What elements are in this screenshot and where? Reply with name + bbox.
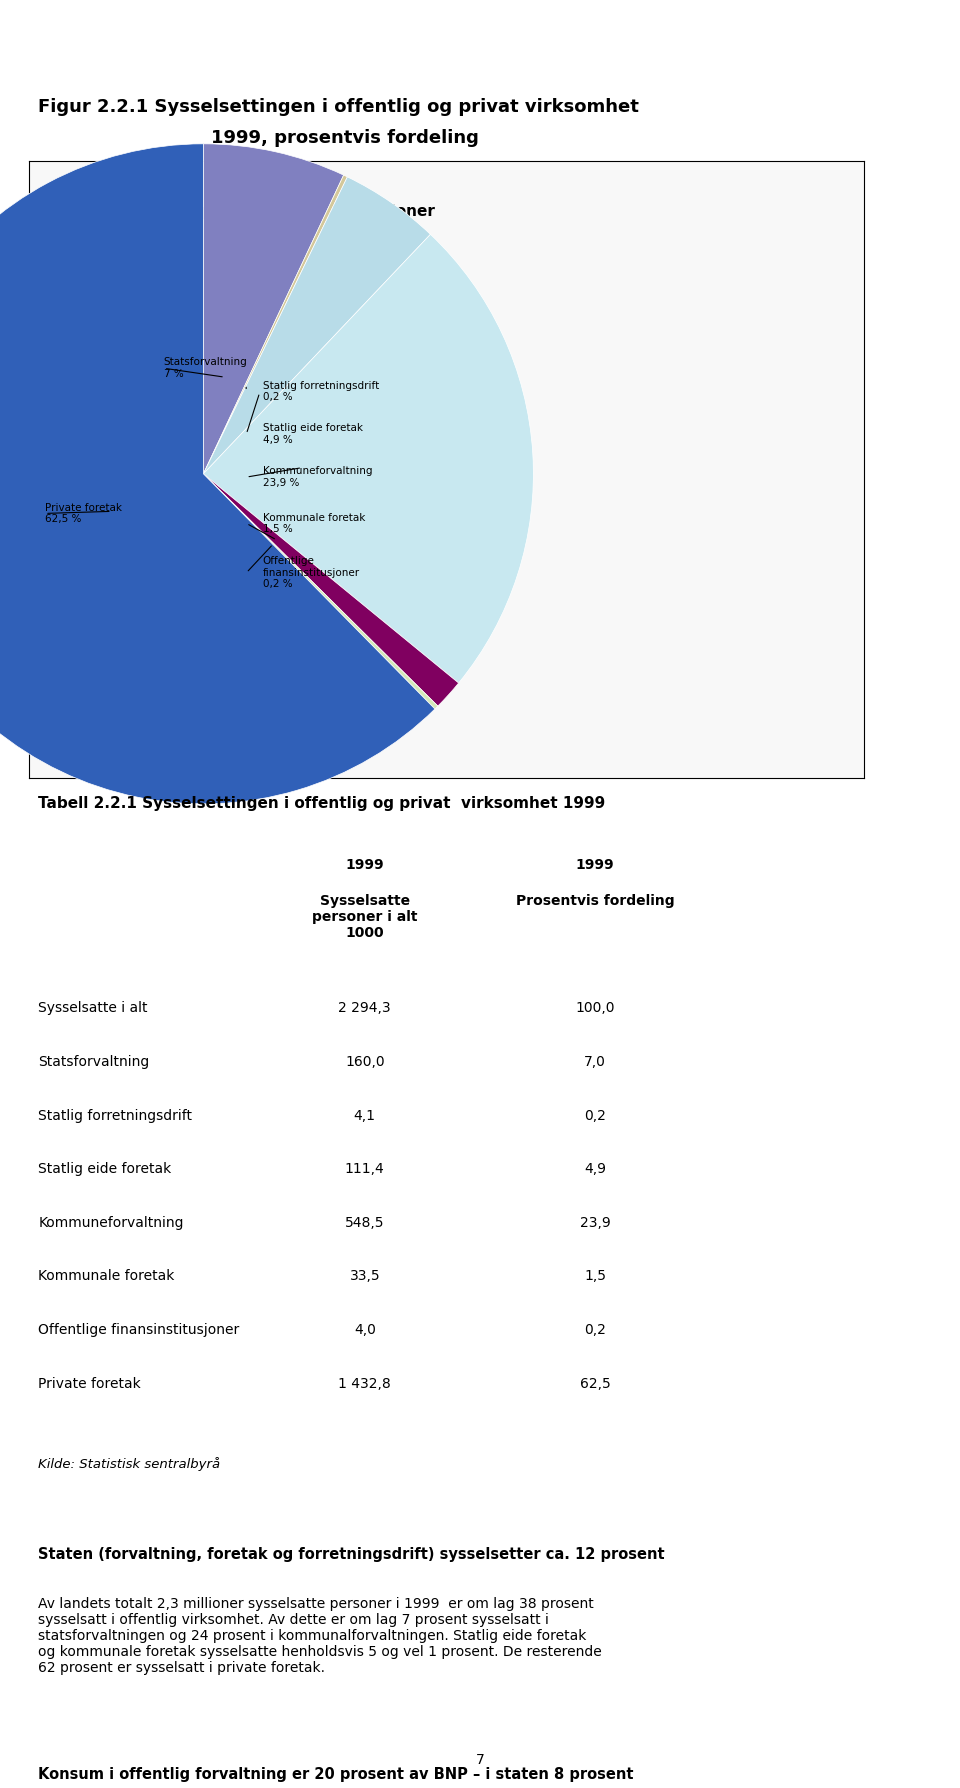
Text: Private foretak
62,5 %: Private foretak 62,5 % [45, 502, 122, 524]
Text: Offentlige finansinstitusjoner: Offentlige finansinstitusjoner [38, 1323, 240, 1337]
Text: 62,5: 62,5 [580, 1377, 611, 1391]
Text: Offentlige
finansinstitusjoner
0,2 %: Offentlige finansinstitusjoner 0,2 % [263, 556, 360, 590]
Text: Statlig eide foretak: Statlig eide foretak [38, 1162, 172, 1177]
Text: Statlig forretningsdrift
0,2 %: Statlig forretningsdrift 0,2 % [263, 381, 379, 402]
Text: 23,9: 23,9 [580, 1216, 611, 1230]
Wedge shape [204, 175, 348, 474]
Text: 4,9: 4,9 [585, 1162, 606, 1177]
Text: Kommuneforvaltning
23,9 %: Kommuneforvaltning 23,9 % [263, 467, 372, 488]
Text: 1999: 1999 [346, 858, 384, 873]
Text: 1999, prosentvis fordeling: 1999, prosentvis fordeling [211, 129, 479, 147]
Text: Statsforvaltning
7 %: Statsforvaltning 7 % [164, 358, 248, 379]
Text: 33,5: 33,5 [349, 1269, 380, 1284]
Wedge shape [204, 474, 438, 710]
Text: 160,0: 160,0 [345, 1055, 385, 1069]
Text: 1999: 1999 [576, 858, 614, 873]
Text: 7,0: 7,0 [585, 1055, 606, 1069]
Text: 1,5: 1,5 [585, 1269, 606, 1284]
Text: Kommuneforvaltning: Kommuneforvaltning [38, 1216, 184, 1230]
Text: 0,2: 0,2 [585, 1109, 606, 1123]
Text: 1 432,8: 1 432,8 [339, 1377, 391, 1391]
Text: 100,0: 100,0 [575, 1001, 615, 1016]
Text: Kilde: Statistisk sentralbyrå: Kilde: Statistisk sentralbyrå [38, 1457, 221, 1472]
Text: 7: 7 [475, 1752, 485, 1767]
Text: Prosentvis fordeling: Prosentvis fordeling [516, 894, 675, 908]
Text: 0,2: 0,2 [585, 1323, 606, 1337]
Text: 111,4: 111,4 [345, 1162, 385, 1177]
Wedge shape [204, 143, 344, 474]
Text: Private foretak: Private foretak [38, 1377, 141, 1391]
Wedge shape [204, 177, 430, 474]
Text: Staten (forvaltning, foretak og forretningsdrift) sysselsetter ca. 12 prosent: Staten (forvaltning, foretak og forretni… [38, 1547, 665, 1561]
Text: Kommunale foretak
1,5 %: Kommunale foretak 1,5 % [263, 513, 365, 535]
Text: Statlig forretningsdrift: Statlig forretningsdrift [38, 1109, 192, 1123]
Text: 2 294,3: 2 294,3 [339, 1001, 391, 1016]
Wedge shape [204, 474, 459, 706]
Text: 4,0: 4,0 [354, 1323, 375, 1337]
Wedge shape [204, 234, 534, 683]
Wedge shape [0, 143, 435, 805]
Text: Sysselsatte personer i alt: 2,3 millioner: Sysselsatte personer i alt: 2,3 millione… [96, 204, 435, 220]
Text: Figur 2.2.1 Sysselsettingen i offentlig og privat virksomhet: Figur 2.2.1 Sysselsettingen i offentlig … [38, 98, 639, 116]
Text: Tabell 2.2.1 Sysselsettingen i offentlig og privat  virksomhet 1999: Tabell 2.2.1 Sysselsettingen i offentlig… [38, 796, 606, 810]
Text: Statlig eide foretak
4,9 %: Statlig eide foretak 4,9 % [263, 424, 363, 445]
Text: Statsforvaltning: Statsforvaltning [38, 1055, 150, 1069]
Text: Av landets totalt 2,3 millioner sysselsatte personer i 1999  er om lag 38 prosen: Av landets totalt 2,3 millioner sysselsa… [38, 1597, 602, 1675]
Text: Sysselsatte i alt: Sysselsatte i alt [38, 1001, 148, 1016]
Text: Konsum i offentlig forvaltning er 20 prosent av BNP – i staten 8 prosent: Konsum i offentlig forvaltning er 20 pro… [38, 1767, 634, 1781]
Text: Sysselsatte
personer i alt
1000: Sysselsatte personer i alt 1000 [312, 894, 418, 940]
Text: 548,5: 548,5 [345, 1216, 385, 1230]
Text: Kommunale foretak: Kommunale foretak [38, 1269, 175, 1284]
Text: 4,1: 4,1 [354, 1109, 375, 1123]
